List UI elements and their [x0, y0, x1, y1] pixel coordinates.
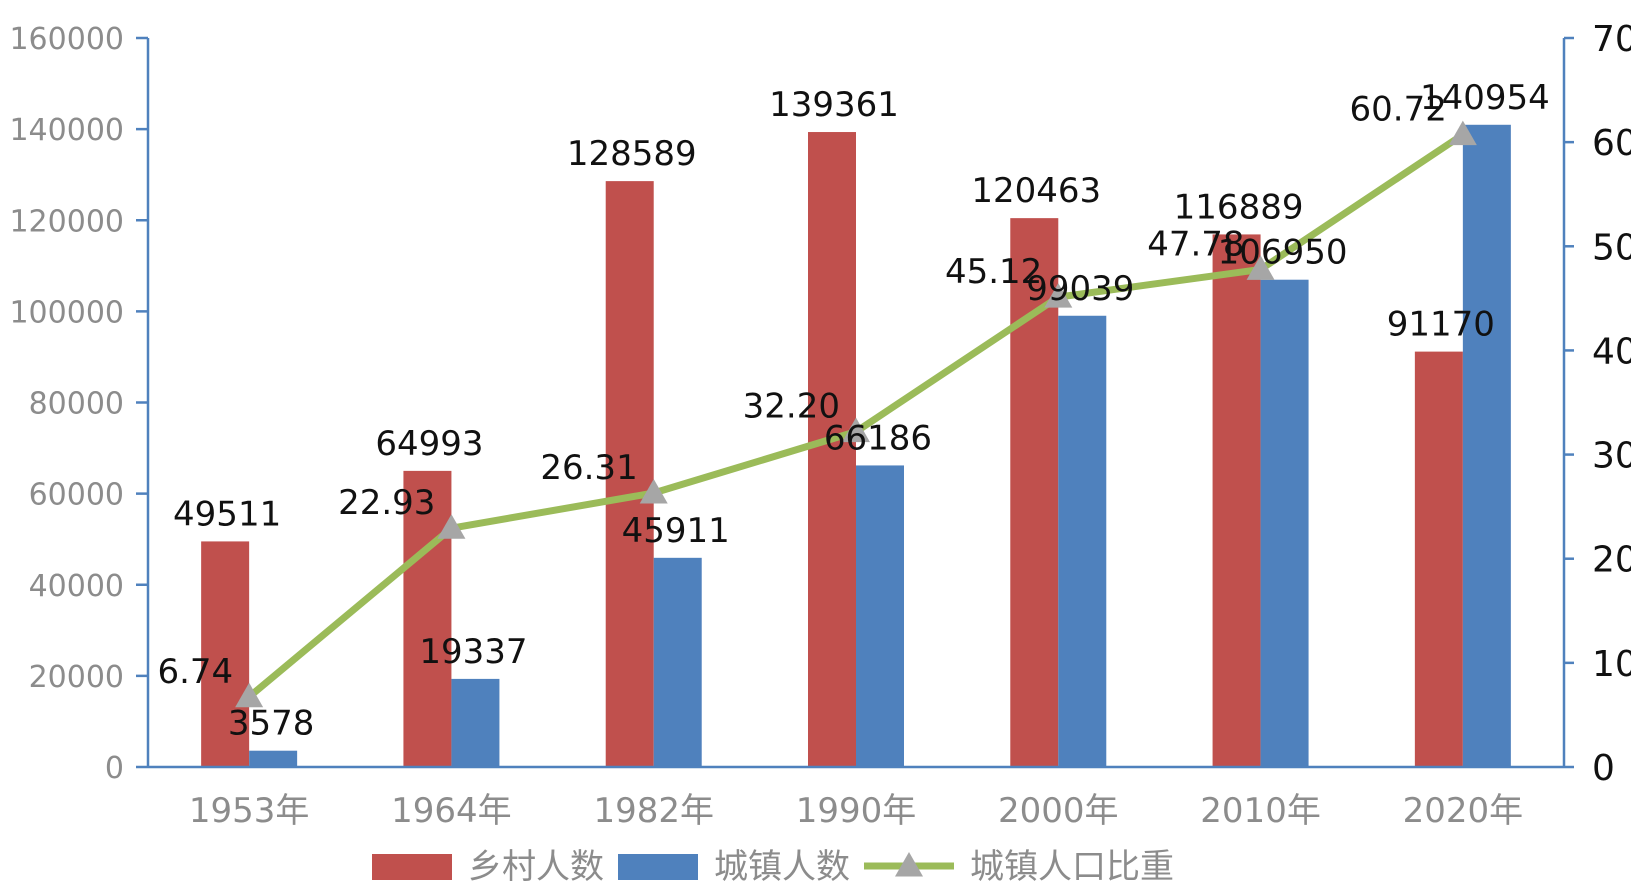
urban-value-label: 45911 [622, 511, 730, 551]
urban-value-label: 106950 [1218, 233, 1348, 273]
bar-urban [856, 465, 904, 767]
x-axis: 1953年 1964年 1982年 1990年 2000年 2010年 2020年 [148, 765, 1564, 831]
left-tick-label: 60000 [29, 478, 124, 513]
x-tick-label: 2000年 [998, 791, 1119, 831]
ratio-value-label: 22.93 [338, 483, 435, 523]
x-tick-label: 1953年 [189, 791, 310, 831]
right-tick-label: 60 [1592, 123, 1631, 164]
ratio-value-label: 26.31 [540, 448, 637, 488]
rural-value-label: 64993 [375, 424, 483, 464]
bar-urban [1462, 124, 1511, 768]
x-tick-label: 1982年 [593, 791, 714, 831]
left-tick-label: 0 [105, 751, 124, 786]
legend-swatch-ratio-marker [895, 852, 923, 877]
urban-value-label: 3578 [228, 704, 315, 744]
rural-value-label: 139361 [769, 85, 899, 125]
line-marker [1448, 120, 1477, 146]
rural-value-label: 91170 [1387, 305, 1495, 345]
right-tick-label: 40 [1592, 331, 1631, 372]
right-tick-label: 50 [1592, 227, 1631, 268]
x-tick-label: 2010年 [1200, 791, 1321, 831]
legend-label-urban: 城镇人数 [714, 847, 850, 887]
rural-value-label: 128589 [567, 134, 697, 174]
urban-value-label: 140954 [1420, 78, 1550, 118]
line-marker [639, 479, 668, 504]
ratio-value-label: 6.74 [157, 652, 233, 692]
x-tick-label: 1990年 [796, 791, 917, 831]
right-tick-label: 30 [1592, 436, 1631, 477]
urban-value-label: 19337 [419, 632, 527, 672]
right-tick-label: 70 [1592, 19, 1631, 60]
bar-rural [605, 181, 654, 768]
line-marker [235, 682, 264, 708]
right-tick-label: 20 [1592, 540, 1631, 581]
bar-rural [201, 541, 250, 767]
bar-urban [1058, 315, 1107, 767]
ratio-value-label: 60.72 [1350, 90, 1447, 130]
rural-value-label: 120463 [971, 171, 1101, 211]
left-y-axis: 0 20000 40000 60000 80000 100000 120000 140000 1… [9, 22, 150, 786]
bar-rural [403, 470, 452, 767]
left-tick-label: 80000 [29, 387, 124, 422]
legend-swatch-urban [618, 854, 698, 880]
urban-value-label: 66186 [824, 418, 932, 458]
bar-urban [1260, 279, 1309, 767]
ratio-value-label: 32.20 [743, 387, 840, 427]
x-tick-label: 2020年 [1403, 791, 1524, 831]
left-tick-label: 120000 [9, 204, 124, 239]
legend-label-ratio: 城镇人口比重 [970, 847, 1174, 887]
data-labels: 49511 3578 64993 19337 128589 45911 139361 6618… [157, 78, 1549, 744]
rural-value-label: 116889 [1174, 187, 1304, 227]
bar-rural [1212, 234, 1261, 767]
bar-urban [653, 557, 702, 767]
x-tick-label: 1964年 [391, 791, 512, 831]
right-y-axis: 0 10 20 30 40 50 60 70 [1562, 19, 1631, 789]
ratio-value-label: 45.12 [945, 252, 1042, 292]
bar-rural [808, 132, 856, 767]
line-marker [1044, 283, 1073, 308]
legend-label-rural: 乡村人数 [468, 847, 604, 887]
bar-urban [249, 750, 298, 767]
legend-swatch-rural [372, 854, 452, 880]
ratio-value-label: 47.78 [1147, 224, 1244, 264]
rural-value-label: 49511 [173, 494, 281, 534]
left-tick-label: 20000 [29, 660, 124, 695]
right-tick-label: 10 [1592, 644, 1631, 685]
legend: 乡村人数 城镇人数 城镇人口比重 [372, 847, 1174, 887]
line-series [235, 120, 1477, 708]
line-marker [437, 514, 466, 539]
left-tick-label: 140000 [9, 113, 124, 148]
bar-urban [451, 678, 500, 767]
bar-rural [1414, 351, 1463, 767]
left-tick-label: 40000 [29, 569, 124, 604]
line-marker [1246, 255, 1275, 280]
left-tick-label: 160000 [9, 22, 124, 57]
right-tick-label: 0 [1592, 748, 1615, 789]
line-marker [842, 417, 870, 443]
urban-value-label: 99039 [1026, 269, 1134, 309]
bar-series [201, 124, 1511, 768]
left-tick-label: 100000 [9, 295, 124, 330]
